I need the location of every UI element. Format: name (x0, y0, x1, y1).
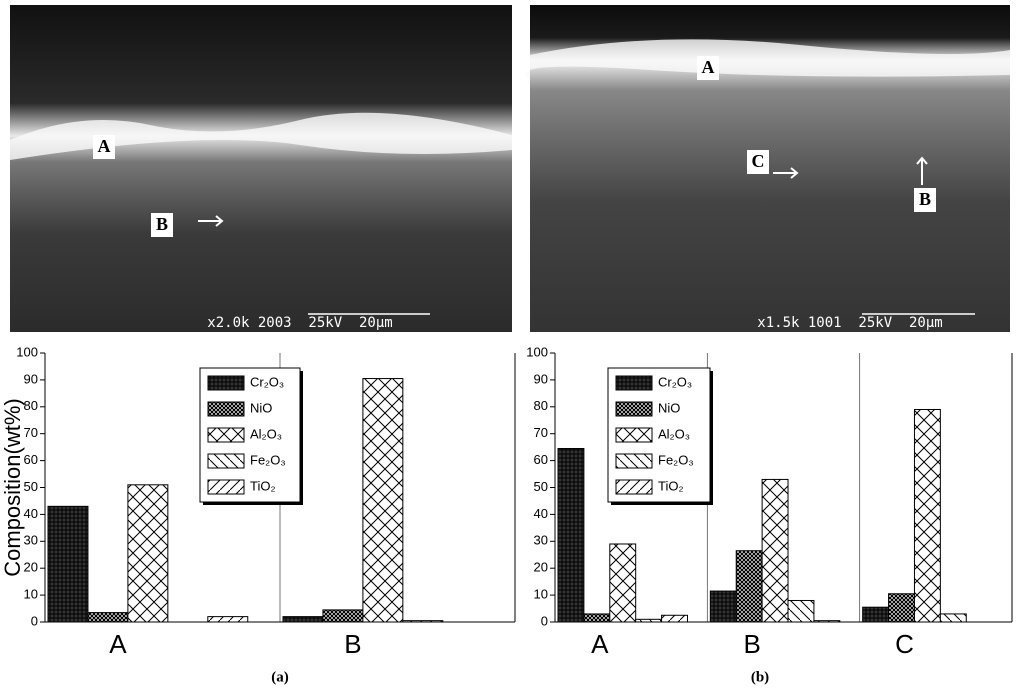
y-tick-label: 30 (24, 533, 38, 548)
region-label: A (702, 57, 715, 77)
bar (710, 591, 736, 622)
bar (323, 610, 363, 622)
caption: (b) (751, 669, 769, 685)
legend-swatch (616, 428, 652, 442)
scale-text: x1.5k 1001 25kV 20µm (757, 315, 942, 331)
bar (914, 409, 940, 622)
x-tick-label: B (743, 629, 760, 659)
region-label: C (752, 151, 765, 171)
bar (863, 607, 889, 622)
y-tick-label: 20 (24, 560, 38, 575)
figure: A Bx2.0k 2003 25kV 20µm A C Bx1.5k 1001 25kV… (0, 0, 1019, 689)
legend-label: Al₂O₃ (250, 426, 282, 441)
y-tick-label: 0 (31, 613, 38, 628)
y-tick-label: 90 (24, 371, 38, 386)
region-label: B (919, 189, 931, 209)
x-tick-label: C (895, 629, 914, 659)
legend-label: Fe₂O₃ (658, 452, 694, 467)
bar (283, 617, 323, 622)
legend-label: Al₂O₃ (658, 426, 690, 441)
bar (889, 594, 915, 622)
bar (940, 614, 966, 622)
legend-swatch (208, 428, 244, 442)
y-tick-label: 10 (534, 587, 548, 602)
y-tick-label: 40 (24, 506, 38, 521)
bar (736, 551, 762, 622)
x-tick-label: B (344, 629, 361, 659)
bar (558, 448, 584, 622)
y-tick-label: 90 (534, 371, 548, 386)
bar (584, 614, 610, 622)
y-tick-label: 60 (534, 452, 548, 467)
y-tick-label: 60 (24, 452, 38, 467)
y-tick-label: 50 (534, 479, 548, 494)
y-tick-label: 10 (24, 587, 38, 602)
bar (662, 615, 688, 622)
bar (48, 506, 88, 622)
bar (363, 379, 403, 622)
region-label: A (98, 136, 111, 156)
legend-swatch (208, 402, 244, 416)
y-tick-label: 30 (534, 533, 548, 548)
bar (88, 613, 128, 622)
legend-label: TiO₂ (658, 478, 684, 493)
legend-label: TiO₂ (250, 478, 276, 493)
bar (788, 600, 814, 622)
legend-swatch (616, 402, 652, 416)
y-tick-label: 80 (24, 398, 38, 413)
legend-swatch (616, 454, 652, 468)
y-tick-label: 80 (534, 398, 548, 413)
y-tick-label: 100 (526, 344, 548, 359)
legend-swatch (616, 480, 652, 494)
bar (762, 479, 788, 622)
legend-swatch (208, 454, 244, 468)
legend-label: NiO (658, 400, 680, 415)
legend-swatch (616, 376, 652, 390)
region-label: B (156, 214, 168, 234)
y-tick-label: 50 (24, 479, 38, 494)
legend-label: Cr₂O₃ (658, 374, 692, 389)
bar (610, 544, 636, 622)
y-tick-label: 40 (534, 506, 548, 521)
sem-image (10, 5, 512, 332)
y-tick-label: 100 (16, 344, 38, 359)
bar (128, 485, 168, 622)
caption: (a) (271, 669, 289, 685)
legend-swatch (208, 376, 244, 390)
x-tick-label: A (591, 629, 609, 659)
scale-text: x2.0k 2003 25kV 20µm (207, 315, 392, 331)
y-tick-label: 70 (24, 425, 38, 440)
legend-label: Cr₂O₃ (250, 374, 284, 389)
bar (208, 617, 248, 622)
legend-swatch (208, 480, 244, 494)
y-tick-label: 70 (534, 425, 548, 440)
legend-label: Fe₂O₃ (250, 452, 286, 467)
x-tick-label: A (109, 629, 127, 659)
y-tick-label: 20 (534, 560, 548, 575)
y-tick-label: 0 (541, 613, 548, 628)
y-axis-label: Composition(wt%) (0, 398, 25, 577)
legend-label: NiO (250, 400, 272, 415)
